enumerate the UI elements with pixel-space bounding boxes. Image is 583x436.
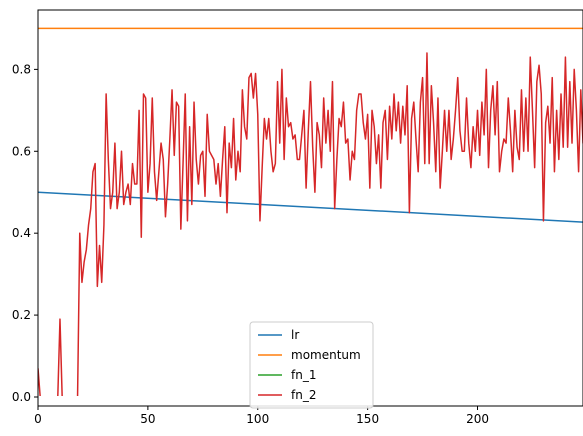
y-tick-label: 0.4 — [12, 226, 31, 240]
legend-label-momentum: momentum — [291, 348, 361, 362]
legend-label-fn-2: fn_2 — [291, 388, 316, 402]
x-tick-label: 150 — [356, 412, 379, 426]
legend-label-fn-1: fn_1 — [291, 368, 316, 382]
y-tick-label: 0.0 — [12, 390, 31, 404]
legend-label-lr: lr — [291, 328, 299, 342]
legend: lr momentum fn_1 fn_2 — [249, 321, 374, 409]
x-tick-label: 0 — [34, 412, 42, 426]
y-tick-label: 0.2 — [12, 308, 31, 322]
legend-box — [249, 321, 374, 409]
axes-layer: 0 50 100 150 200 0.0 0.2 0.4 0.6 0.8 — [12, 9, 583, 426]
x-tick-label: 50 — [140, 412, 155, 426]
series-layer — [38, 27, 583, 396]
y-tick-label: 0.8 — [12, 62, 31, 76]
y-tick-label: 0.6 — [12, 144, 31, 158]
x-tick-label: 100 — [246, 412, 269, 426]
series-line-fn-2 — [38, 52, 583, 396]
x-tick-label: 200 — [466, 412, 489, 426]
